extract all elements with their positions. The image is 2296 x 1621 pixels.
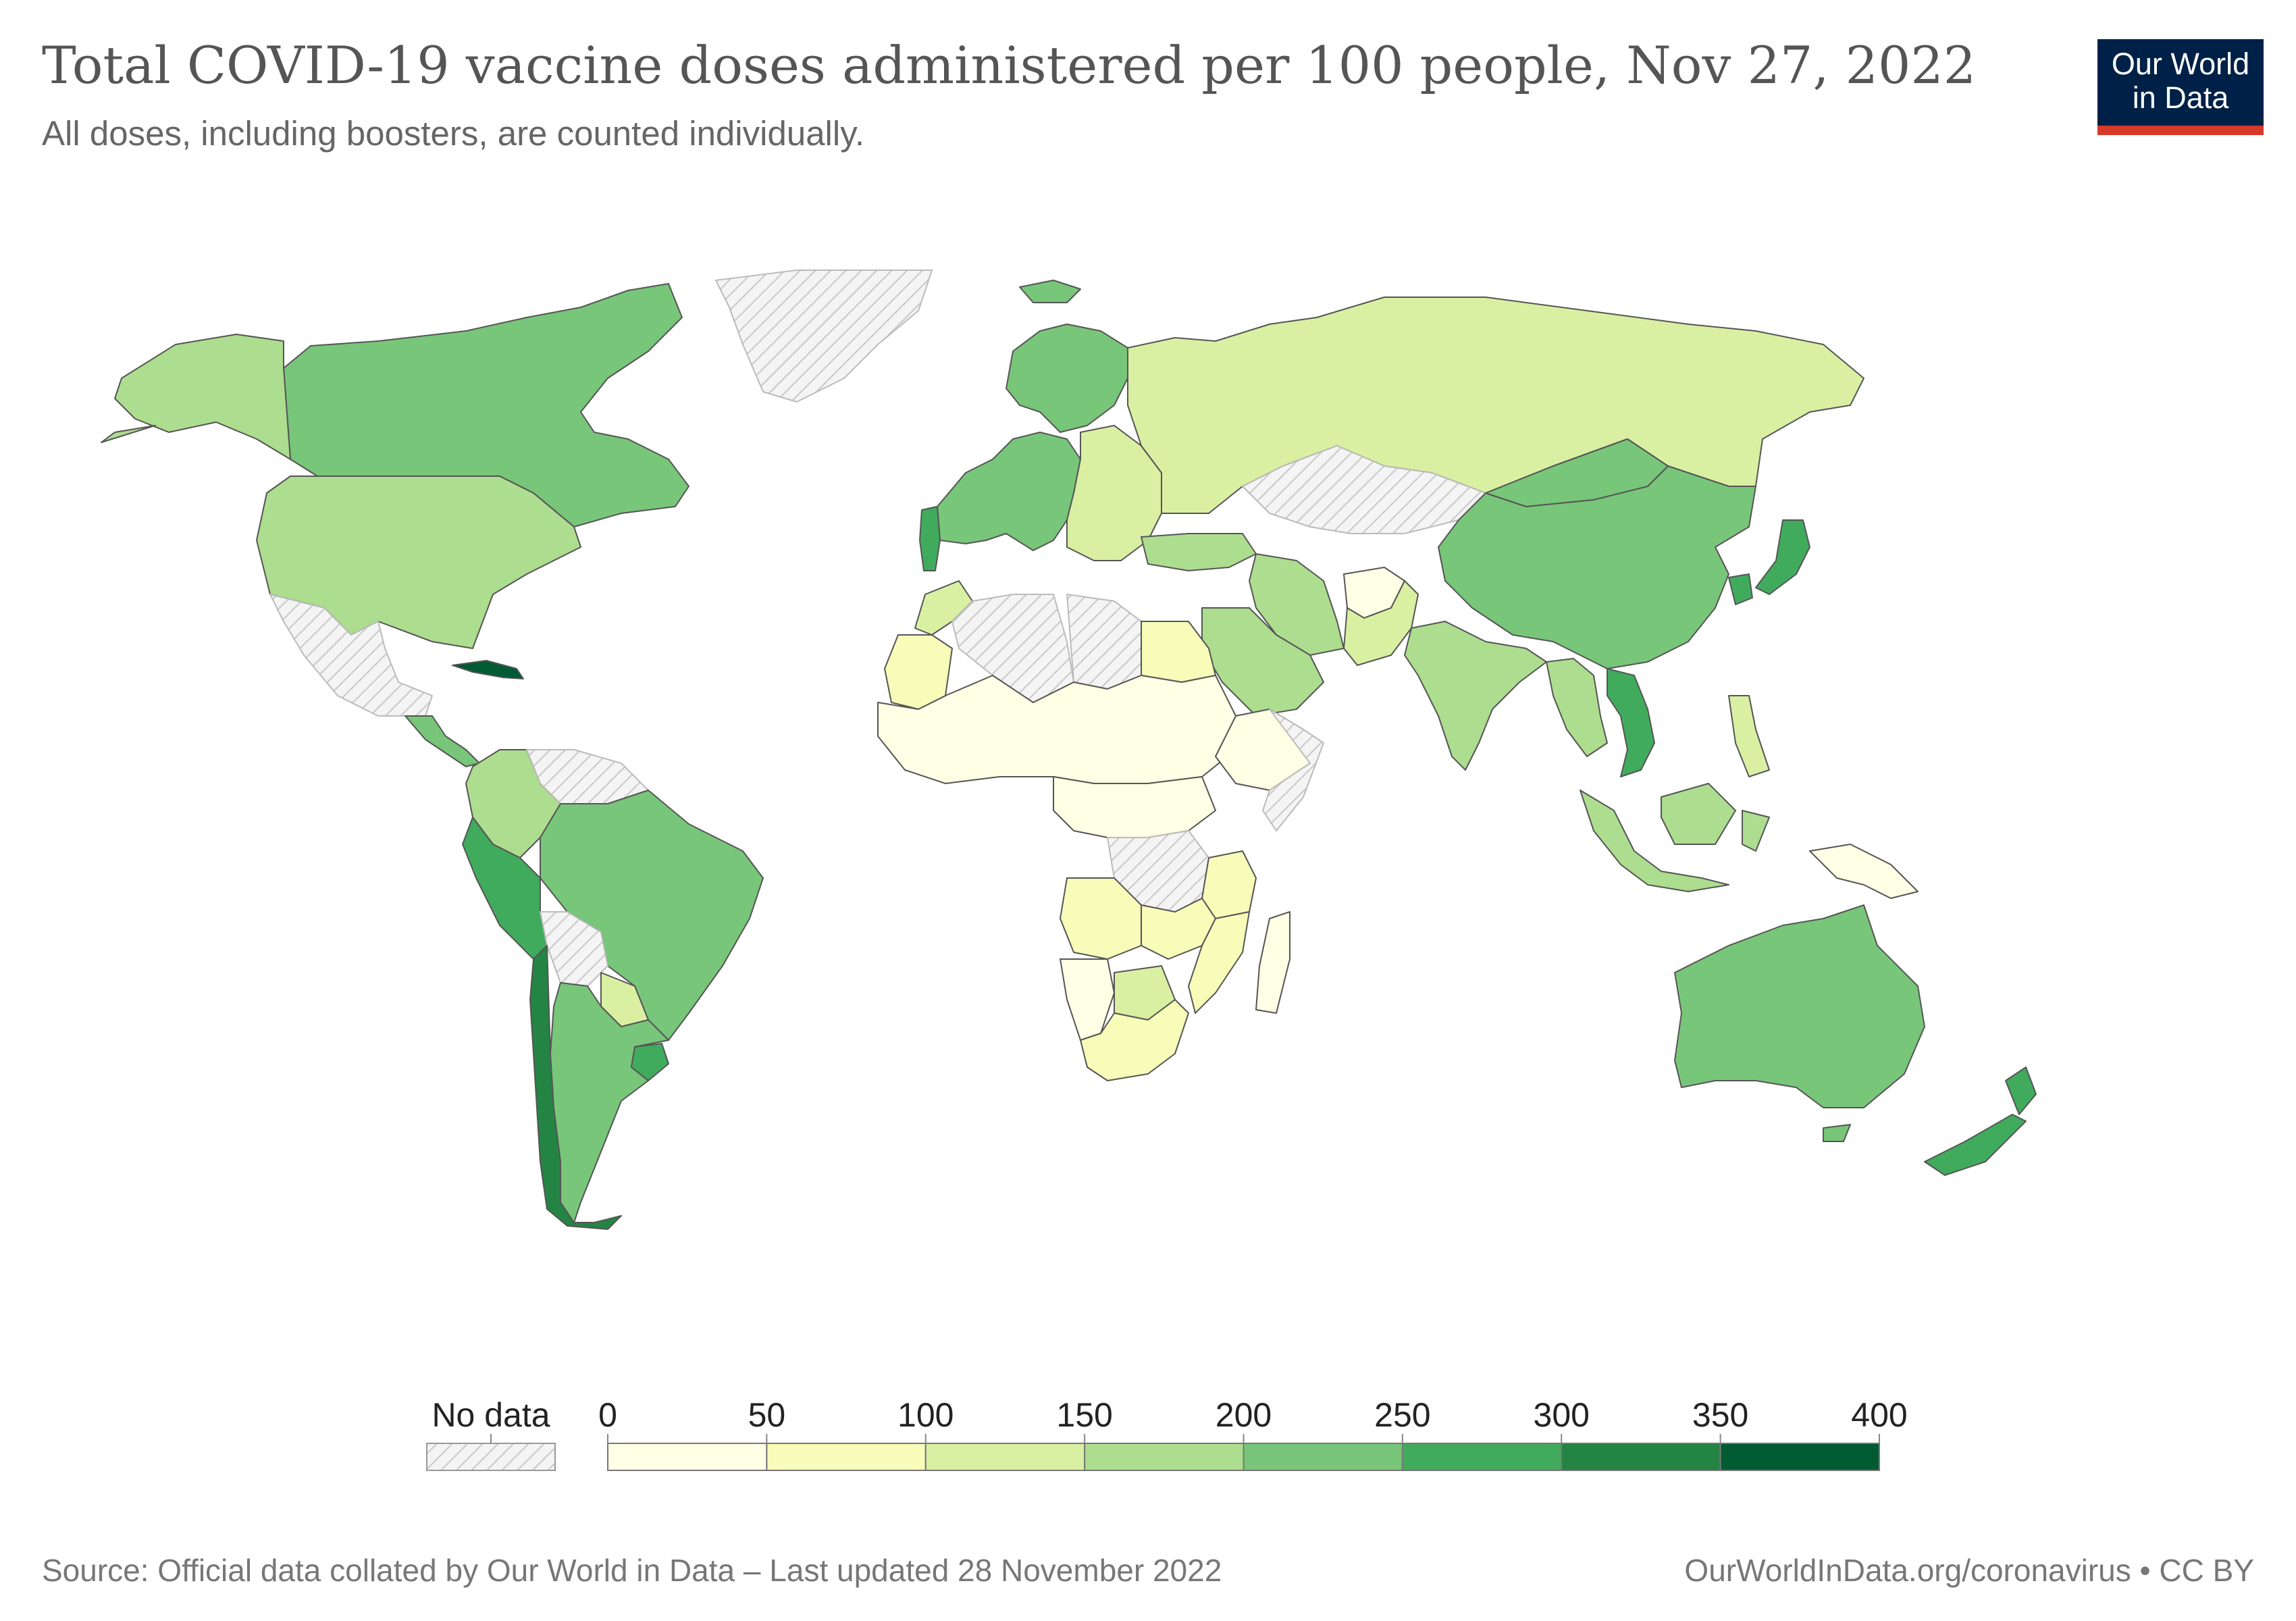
chart-title: Total COVID-19 vaccine doses administere…: [42, 35, 1977, 95]
region-central-africa[interactable]: Central Africa: [1053, 776, 1216, 838]
legend-tick-label: 200: [1216, 1396, 1272, 1434]
region-western-europe[interactable]: Western Europe: [937, 432, 1081, 551]
region-south-africa[interactable]: South Africa: [1080, 999, 1189, 1081]
legend-tick-label: 300: [1534, 1396, 1590, 1434]
region-cuba[interactable]: Cuba: [452, 660, 524, 679]
world-map: CanadaAlaskaUnited StatesGreenlandMexico…: [101, 269, 2037, 1230]
region-scandinavia[interactable]: Scandinavia: [1006, 324, 1128, 433]
legend-tick-label: 100: [897, 1396, 954, 1434]
region-australia[interactable]: Australia: [1674, 904, 1925, 1142]
region-southeast-asia[interactable]: Southeast Asia: [1546, 658, 1608, 757]
region-libya[interactable]: Libya: [1066, 594, 1142, 690]
logo-text-line2: in Data: [2132, 80, 2229, 115]
region-indonesia[interactable]: Indonesia: [1580, 783, 1770, 892]
region-somalia[interactable]: Somalia: [1262, 709, 1324, 831]
region-south-korea[interactable]: South Korea: [1728, 573, 1753, 605]
region-mexico[interactable]: Mexico: [269, 594, 433, 717]
legend-bin-250-300[interactable]: [1401, 1443, 1563, 1471]
legend-bin-300-350[interactable]: [1561, 1443, 1721, 1471]
owid-logo[interactable]: Our World in Data: [2097, 39, 2264, 135]
legend-bin-150-200[interactable]: [1084, 1443, 1245, 1471]
chart-subtitle: All doses, including boosters, are count…: [42, 114, 865, 153]
region-algeria[interactable]: Algeria: [951, 594, 1074, 703]
region-alaska[interactable]: Alaska: [101, 334, 291, 460]
region-united-states[interactable]: United States: [256, 475, 581, 649]
region-argentina[interactable]: Argentina: [550, 982, 669, 1223]
region-madagascar[interactable]: Madagascar: [1255, 911, 1290, 1014]
source-note: Source: Official data collated by Our Wo…: [42, 1553, 1222, 1588]
legend-tick-label: 0: [598, 1396, 617, 1434]
region-india[interactable]: India: [1404, 621, 1547, 771]
legend-tick-label: 150: [1056, 1396, 1112, 1434]
region-iceland[interactable]: Iceland: [1019, 280, 1081, 303]
region-mozambique[interactable]: Mozambique: [1188, 911, 1250, 1014]
region-mongolia[interactable]: Mongolia: [1485, 438, 1669, 507]
region-portugal[interactable]: Portugal: [919, 506, 941, 571]
region-pakistan[interactable]: Pakistan: [1343, 580, 1419, 666]
region-tanzania[interactable]: Tanzania: [1201, 850, 1257, 919]
legend-tick-label: 50: [748, 1396, 786, 1434]
legend-bin-100-150[interactable]: [924, 1443, 1086, 1471]
region-japan[interactable]: Japan: [1755, 519, 1810, 595]
region-iran[interactable]: Iran: [1249, 553, 1345, 656]
source-link[interactable]: OurWorldInData.org/coronavirus • CC BY: [1684, 1553, 2254, 1588]
no-data-label: No data: [432, 1396, 550, 1434]
region-philippines[interactable]: Philippines: [1728, 695, 1770, 777]
legend-bin-50-100[interactable]: [766, 1443, 927, 1471]
region-new-zealand[interactable]: New Zealand: [1924, 1066, 2037, 1176]
legend-tick-label: 350: [1692, 1396, 1748, 1434]
region-turkey[interactable]: Turkey: [1141, 533, 1257, 571]
region-vietnam[interactable]: Vietnam: [1607, 668, 1655, 777]
legend-bin-200-250[interactable]: [1243, 1443, 1403, 1471]
region-greenland[interactable]: Greenland: [715, 269, 933, 403]
region-angola[interactable]: Angola: [1060, 877, 1142, 960]
no-data-swatch: [426, 1443, 556, 1471]
legend-bin-0-50[interactable]: [607, 1443, 768, 1471]
region-mauritania[interactable]: Mauritania: [884, 634, 953, 710]
legend-tick-label: 250: [1374, 1396, 1430, 1434]
region-russia[interactable]: Russia: [1127, 297, 1864, 514]
region-uruguay[interactable]: Uruguay: [631, 1043, 669, 1081]
region-papua-new-guinea[interactable]: Papua New Guinea: [1809, 844, 1919, 899]
logo-text-line1: Our World: [2111, 47, 2250, 81]
legend-bin-350-400[interactable]: [1719, 1443, 1880, 1471]
region-central-america[interactable]: Central America: [405, 715, 480, 767]
legend-tick-label: 400: [1851, 1396, 1907, 1434]
logo-accent-bar: [2097, 126, 2264, 135]
region-bolivia[interactable]: Bolivia: [540, 911, 608, 987]
